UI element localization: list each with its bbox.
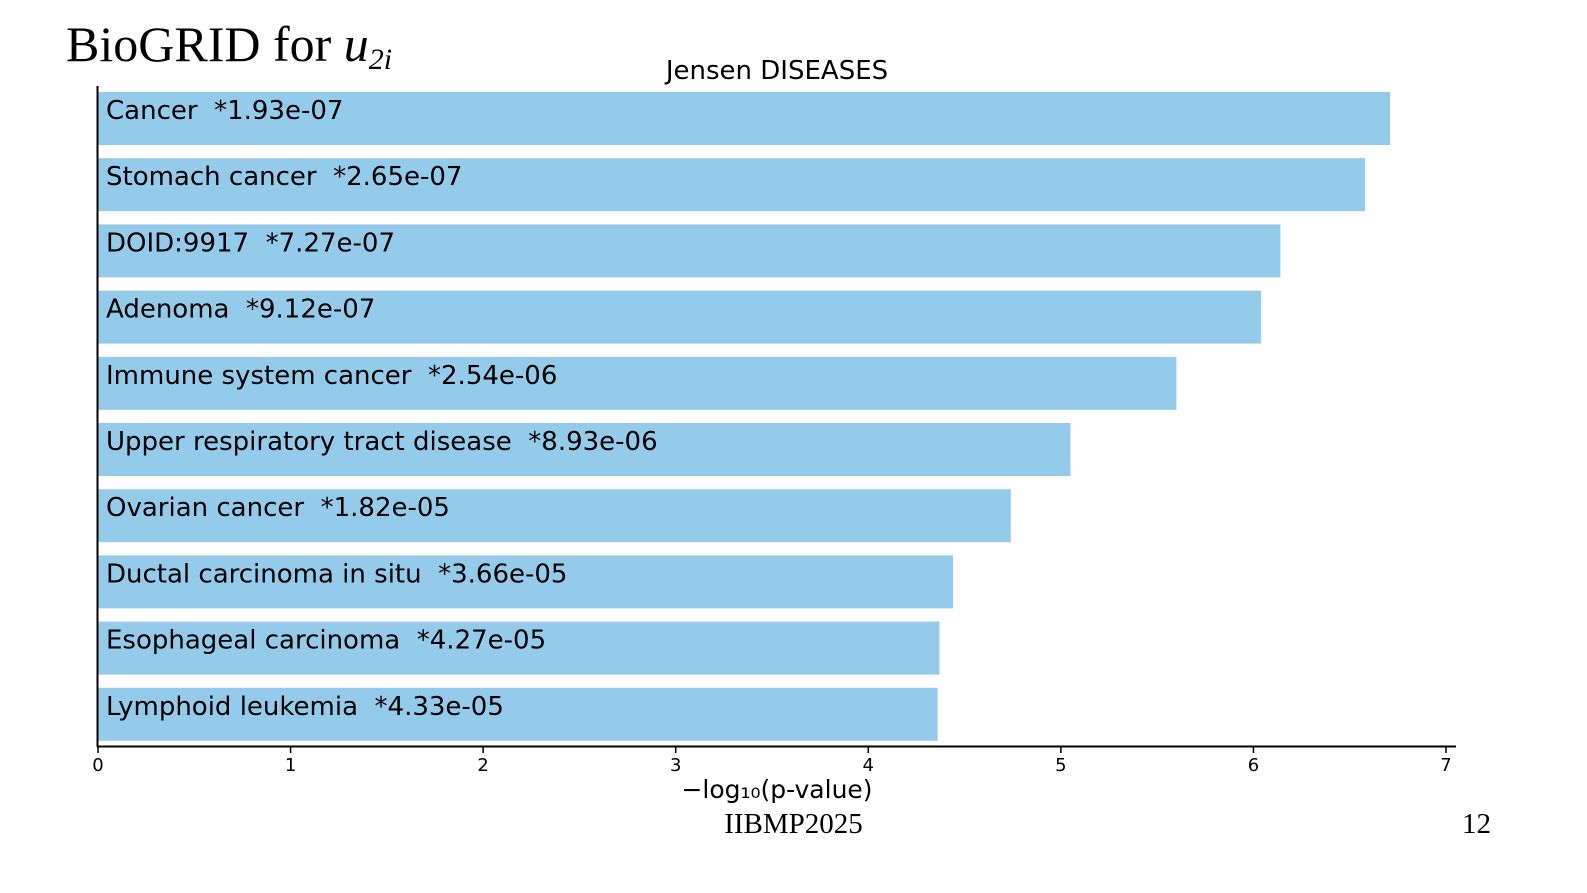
bar-label: Adenoma *9.12e-07 bbox=[106, 295, 375, 325]
bar bbox=[98, 687, 938, 741]
x-tick-label: 1 bbox=[285, 755, 296, 776]
slide-title-variable: u bbox=[343, 16, 369, 72]
bar bbox=[98, 92, 1391, 145]
bar-labels-group: Cancer *1.93e-07 Stomach cancer *2.65e-07… bbox=[106, 96, 658, 722]
bar bbox=[98, 224, 1281, 278]
bar-label: Immune system cancer *2.54e-06 bbox=[106, 361, 557, 391]
x-tick-label: 0 bbox=[92, 755, 103, 776]
bar bbox=[98, 290, 1262, 344]
bar bbox=[98, 489, 1011, 543]
bar bbox=[98, 555, 954, 609]
slide-title: BioGRID for u2i bbox=[66, 14, 392, 78]
bars-group bbox=[98, 92, 1391, 741]
bar bbox=[98, 621, 940, 675]
x-tick-label: 6 bbox=[1248, 755, 1259, 776]
bar bbox=[98, 356, 1177, 410]
chart-title: Jensen DISEASES bbox=[664, 56, 888, 86]
bar-label: Ductal carcinoma in situ *3.66e-05 bbox=[106, 559, 567, 589]
slide-title-text: BioGRID for bbox=[66, 16, 344, 72]
bar-label: Stomach cancer *2.65e-07 bbox=[106, 162, 462, 192]
x-ticks-group: 0 1 2 3 4 5 6 7 bbox=[92, 747, 1452, 776]
bar-label: Upper respiratory tract disease *8.93e-0… bbox=[106, 427, 658, 457]
x-tick-label: 3 bbox=[670, 755, 681, 776]
x-tick-label: 5 bbox=[1055, 755, 1066, 776]
bar-label: Cancer *1.93e-07 bbox=[106, 96, 343, 126]
footer-conference: IIBMP2025 bbox=[724, 808, 863, 840]
x-tick-label: 7 bbox=[1440, 755, 1451, 776]
x-tick-label: 2 bbox=[477, 755, 488, 776]
x-tick-label: 4 bbox=[863, 755, 874, 776]
bar bbox=[98, 423, 1071, 476]
slide-title-subscript: 2i bbox=[368, 43, 393, 76]
bar bbox=[98, 158, 1366, 212]
page-number: 12 bbox=[1462, 808, 1491, 840]
bar-label: Lymphoid leukemia *4.33e-05 bbox=[106, 692, 504, 722]
x-axis-label: −log₁₀(p-value) bbox=[681, 775, 872, 804]
bar-label: DOID:9917 *7.27e-07 bbox=[106, 228, 395, 258]
bar-label: Ovarian cancer *1.82e-05 bbox=[106, 493, 450, 523]
bar-label: Esophageal carcinoma *4.27e-05 bbox=[106, 626, 546, 656]
